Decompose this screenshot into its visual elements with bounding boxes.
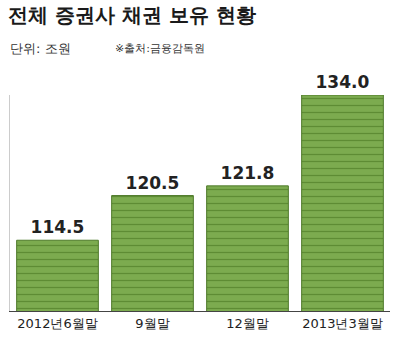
- svg-text:121.8: 121.8: [221, 163, 275, 183]
- svg-text:134.0: 134.0: [316, 72, 370, 92]
- svg-text:2013년3월말: 2013년3월말: [302, 316, 382, 331]
- svg-text:120.5: 120.5: [126, 173, 180, 193]
- svg-text:114.5: 114.5: [31, 217, 85, 237]
- svg-text:12월말: 12월말: [226, 316, 269, 331]
- svg-text:※출처:금융감독원: ※출처:금융감독원: [115, 42, 205, 55]
- svg-text:2012년6월말: 2012년6월말: [17, 316, 97, 331]
- svg-text:전체 증권사 채권 보유 현황: 전체 증권사 채권 보유 현황: [8, 3, 256, 27]
- svg-text:단위: 조원: 단위: 조원: [10, 41, 71, 56]
- svg-text:9월말: 9월말: [135, 316, 169, 331]
